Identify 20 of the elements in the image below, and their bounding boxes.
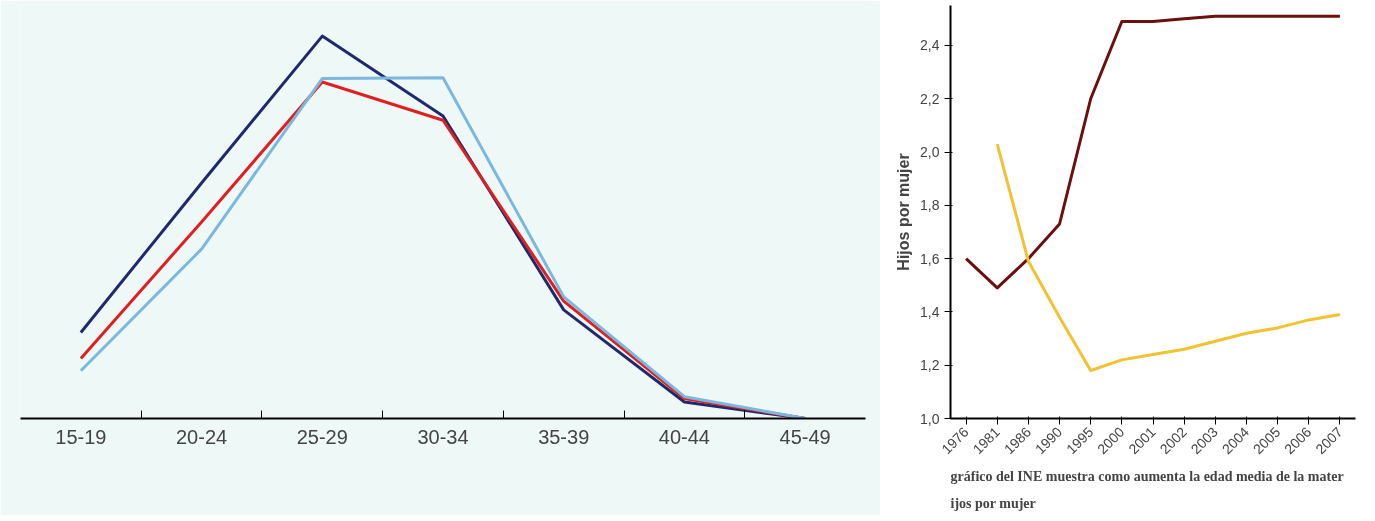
x-tick-label: 15-19: [55, 425, 107, 448]
text: gráfico del INE muestra como aumenta la edad media de la mater: [950, 468, 1344, 484]
y-tick-label: 1,0: [920, 410, 940, 427]
x-tick-label: 20-24: [176, 425, 228, 448]
y-tick-label: 2,0: [920, 144, 940, 161]
y-tick-label: 1,8: [920, 197, 940, 214]
y-axis-title: Hijos por mujer: [895, 153, 913, 271]
x-tick-label: 35-39: [538, 425, 590, 448]
y-tick-label: 1,4: [920, 303, 940, 320]
y-tick-label: 2,4: [920, 37, 940, 54]
line-series: [995, 142, 1342, 373]
y-tick-label: 2,2: [920, 90, 940, 107]
line-series: [964, 14, 1342, 290]
text: ijos por mujer: [950, 495, 1036, 511]
y-tick-label: 1,2: [920, 357, 940, 374]
x-tick-label: 25-29: [296, 425, 348, 448]
y-tick-label: 1,6: [920, 250, 940, 267]
x-tick-label: 40-44: [658, 425, 711, 448]
x-tick-label: 45-49: [779, 425, 831, 448]
x-tick-label: 30-34: [417, 425, 469, 448]
